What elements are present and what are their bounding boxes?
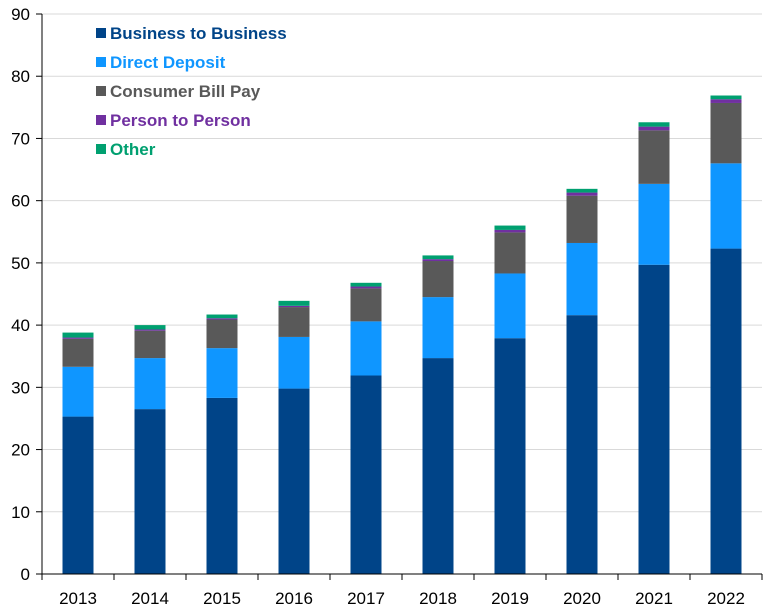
bar-segment-business-to-business-2018 [422,358,454,574]
legend-swatch-consumer-bill-pay [96,86,106,96]
bar-segment-direct-deposit-2015 [206,348,238,398]
y-tick-label: 20 [11,441,30,460]
bar-segment-direct-deposit-2019 [494,273,526,339]
y-tick-label: 50 [11,254,30,273]
legend-label-consumer-bill-pay: Consumer Bill Pay [110,82,261,101]
x-tick-label: 2019 [491,589,529,608]
bar-segment-other-2019 [494,225,526,230]
x-tick-label: 2016 [275,589,313,608]
bar-segment-other-2014 [134,325,166,330]
y-tick-label: 70 [11,129,30,148]
bar-segment-other-2018 [422,255,454,260]
bar-segment-person-to-person-2017 [350,286,382,289]
bar-segment-other-2022 [710,95,742,100]
x-tick-label: 2022 [707,589,745,608]
bar-segment-person-to-person-2016 [278,305,310,308]
legend-label-other: Other [110,140,156,159]
bar-segment-consumer-bill-pay-2016 [278,307,310,337]
bar-segment-direct-deposit-2021 [638,183,670,265]
bar-segment-consumer-bill-pay-2015 [206,319,238,349]
bar-segment-consumer-bill-pay-2017 [350,288,382,322]
legend-swatch-business-to-business [96,28,106,38]
y-tick-label: 90 [11,5,30,24]
bar-segment-consumer-bill-pay-2018 [422,261,454,298]
bar-segment-person-to-person-2022 [710,99,742,103]
bar-segment-direct-deposit-2018 [422,297,454,359]
y-tick-label: 30 [11,378,30,397]
bar-segment-business-to-business-2020 [566,315,598,574]
bar-segment-person-to-person-2014 [134,329,166,331]
y-tick-label: 60 [11,192,30,211]
bar-segment-direct-deposit-2016 [278,336,310,389]
bar-segment-other-2021 [638,122,670,127]
legend-label-business-to-business: Business to Business [110,24,287,43]
bar-segment-business-to-business-2016 [278,388,310,574]
bars [62,95,742,574]
bar-segment-business-to-business-2022 [710,248,742,574]
bar-segment-business-to-business-2019 [494,338,526,574]
y-tick-label: 10 [11,503,30,522]
bar-segment-person-to-person-2013 [62,337,94,339]
bar-segment-business-to-business-2013 [62,416,94,574]
bar-segment-other-2017 [350,282,382,287]
bar-segment-consumer-bill-pay-2013 [62,338,94,367]
y-tick-label: 0 [21,565,30,584]
x-tick-label: 2021 [635,589,673,608]
legend-swatch-direct-deposit [96,57,106,67]
y-tick-label: 40 [11,316,30,335]
legend-swatch-other [96,144,106,154]
bar-segment-other-2013 [62,332,94,338]
x-tick-label: 2017 [347,589,385,608]
bar-segment-other-2016 [278,300,310,306]
bar-segment-person-to-person-2018 [422,259,454,262]
x-tick-label: 2014 [131,589,169,608]
bar-segment-consumer-bill-pay-2020 [566,195,598,243]
bar-segment-consumer-bill-pay-2014 [134,330,166,359]
legend-swatch-person-to-person [96,115,106,125]
bar-segment-person-to-person-2019 [494,229,526,233]
bar-segment-consumer-bill-pay-2022 [710,102,742,164]
x-tick-label: 2020 [563,589,601,608]
y-tick-label: 80 [11,67,30,86]
bar-segment-person-to-person-2021 [638,126,670,131]
bar-segment-business-to-business-2014 [134,409,166,574]
bar-segment-other-2015 [206,314,238,319]
x-tick-label: 2015 [203,589,241,608]
bar-segment-person-to-person-2020 [566,192,598,196]
bar-segment-consumer-bill-pay-2019 [494,232,526,274]
legend: Business to Business Direct Deposit Consum… [96,24,287,159]
bar-segment-other-2020 [566,188,598,193]
legend-label-person-to-person: Person to Person [110,111,251,130]
bar-segment-direct-deposit-2013 [62,366,94,417]
x-tick-label: 2013 [59,589,97,608]
bar-segment-business-to-business-2017 [350,375,382,574]
bar-segment-direct-deposit-2020 [566,242,598,316]
axes: 0 10 20 30 40 50 60 70 80 90 2013 2014 2015 2016 2017 2… [11,5,763,608]
x-tick-label: 2018 [419,589,457,608]
bar-segment-direct-deposit-2014 [134,358,166,410]
bar-segment-direct-deposit-2017 [350,321,382,376]
bar-segment-person-to-person-2015 [206,318,238,320]
bar-segment-consumer-bill-pay-2021 [638,130,670,184]
legend-label-direct-deposit: Direct Deposit [110,53,226,72]
bar-segment-direct-deposit-2022 [710,163,742,249]
bar-segment-business-to-business-2021 [638,264,670,574]
bar-segment-business-to-business-2015 [206,397,238,574]
